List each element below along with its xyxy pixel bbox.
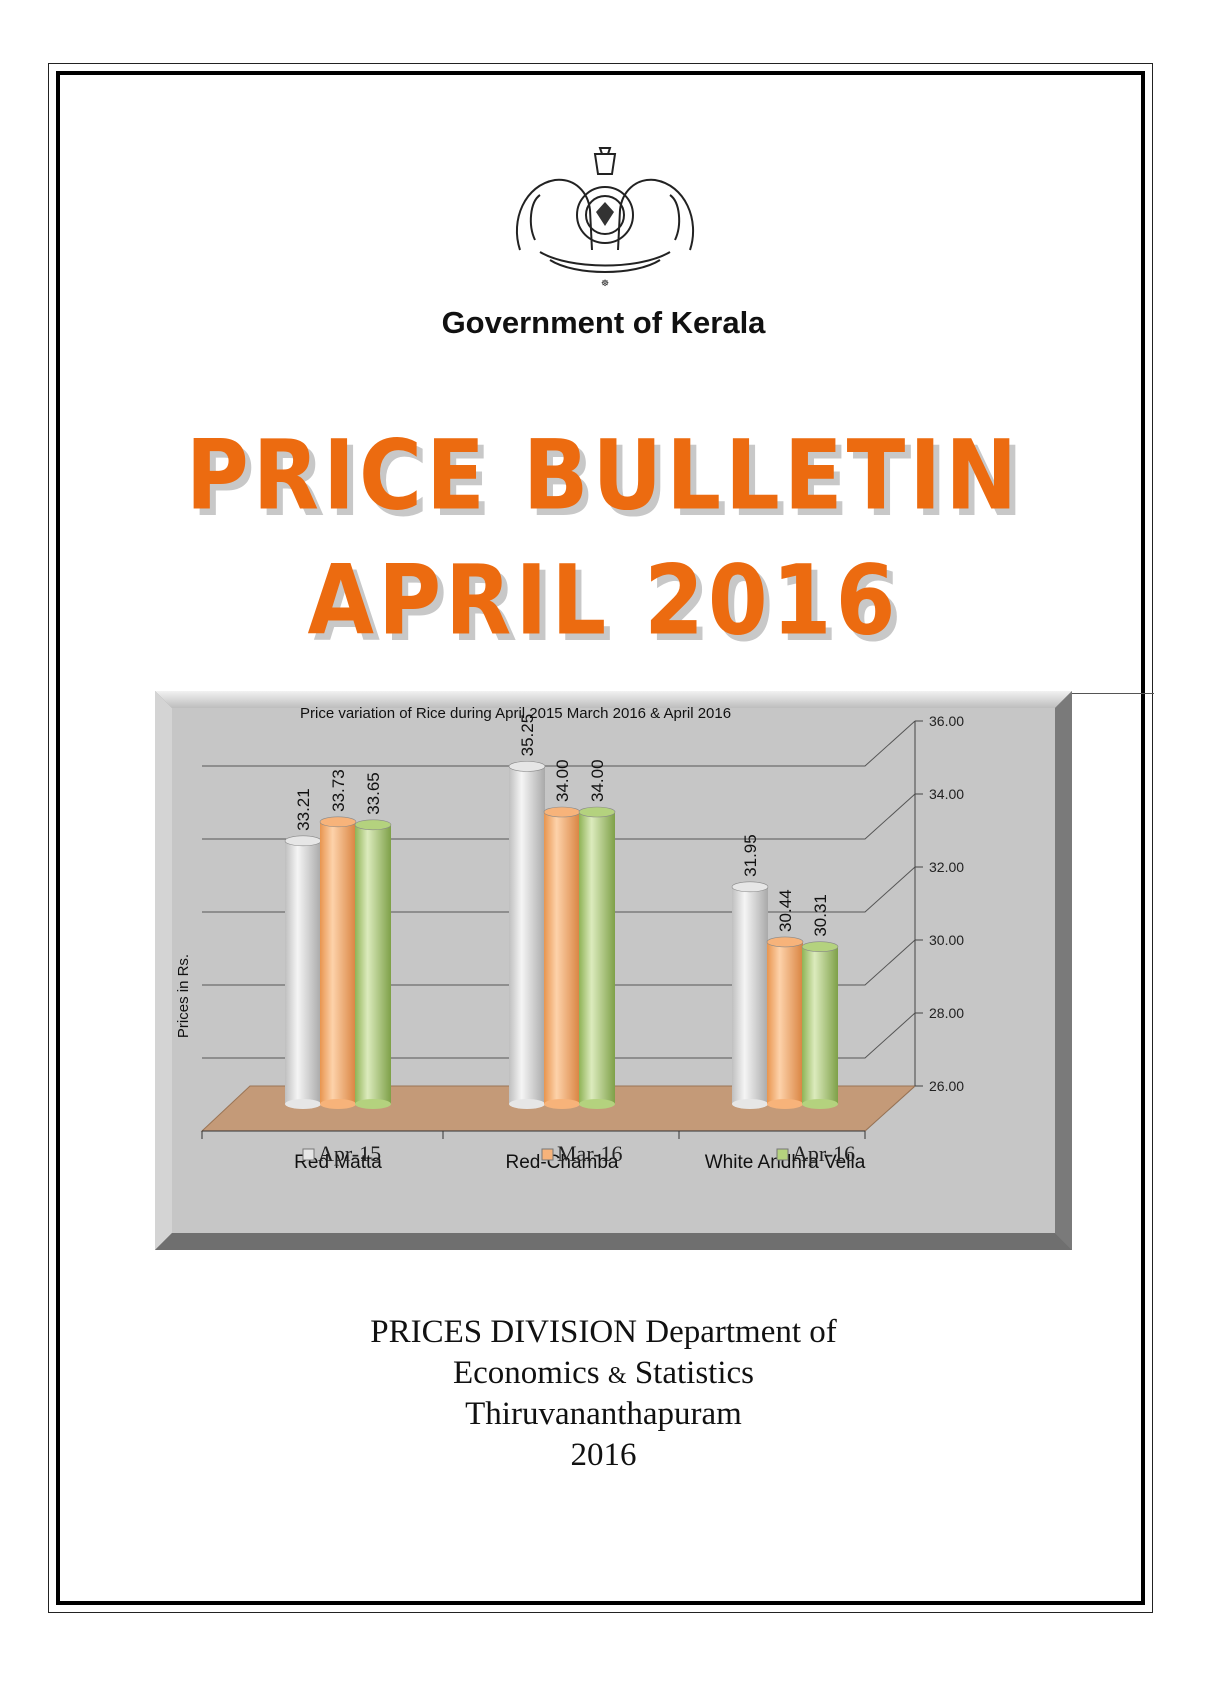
chart-y-tick-label: 34.00 [929,786,964,802]
chart-bar [285,840,321,1104]
chart-data-label: 33.73 [329,769,348,812]
chart-data-label: 33.65 [364,772,383,815]
chart-bar-base [802,1099,838,1109]
chart-gridline [202,793,916,840]
chart-y-tick-label: 30.00 [929,932,964,948]
rice-price-chart: Price variation of Rice during April 201… [155,691,1072,1250]
legend-label: Apr-15 [318,1141,381,1166]
chart-bar-base [320,1099,356,1109]
kerala-state-emblem-icon: ☸ [515,147,695,288]
chart-bar-cap [319,816,357,828]
chart-gridline [202,866,916,913]
chart-bar-cap [508,761,546,772]
chart-data-label: 33.21 [294,788,313,831]
chart-bar-cap [284,835,322,847]
chart-bar [802,946,838,1104]
chart-data-label: 31.95 [741,834,760,877]
chart-bar-base [579,1099,615,1109]
chart-bar-base [767,1099,803,1109]
footer-department: Economics & Statistics [0,1353,1207,1397]
chart-bar [579,812,615,1104]
chart-bar [509,766,545,1104]
chart-bar [355,824,391,1104]
chart-bar [732,886,768,1104]
chart-bar-cap [354,819,392,831]
footer-statistics: Statistics [634,1355,754,1391]
chart-y-tick-label: 28.00 [929,1005,964,1021]
chart-bar-base [285,1099,321,1109]
chart-gridline [202,939,916,986]
chart-bar-cap [578,806,616,818]
chart-data-label: 34.00 [588,759,607,802]
chart-bevel-left [155,691,172,1250]
chart-category-label: White Andhra Vella [705,1152,866,1173]
chart-y-tick-label: 26.00 [929,1078,964,1094]
chart-bar-base [509,1099,545,1109]
chart-data-label: 35.25 [518,714,537,757]
legend-swatch [541,1148,554,1161]
chart-y-tick-label: 32.00 [929,859,964,875]
chart-category-label: Red Matta [294,1152,382,1173]
chart-gridline [202,720,916,767]
chart-gridline [202,1012,916,1059]
chart-category-label: Red-Chamba [506,1152,619,1173]
footer-ampersand: & [607,1363,627,1389]
chart-bar-cap [731,881,769,893]
government-name: Government of Kerala [441,305,766,340]
chart-bar-cap [766,936,804,948]
chart-bevel-right [1055,691,1072,1250]
legend-label: Apr-16 [792,1141,855,1166]
chart-bevel-top [155,691,1072,708]
chart-bevel-bottom [155,1233,1072,1250]
chart-bar-base [355,1099,391,1109]
chart-bar-cap [543,806,581,818]
chart-bar [544,812,580,1104]
chart-y-axis-label: Prices in Rs. [175,954,192,1038]
chart-y-tick-label: 36.00 [929,713,964,729]
page-frame-outer [48,63,1153,1613]
chart-bar [767,941,803,1104]
legend-swatch [302,1148,315,1161]
footer-year: 2016 [570,1437,637,1473]
footer-division: PRICES DIVISION Department of [370,1314,837,1350]
chart-data-label: 30.31 [811,894,830,937]
chart-bar [320,821,356,1104]
chart-bar-base [544,1099,580,1109]
divider-line [1060,693,1154,694]
chart-bar-base [732,1099,768,1109]
bulletin-month: APRIL 2016 [307,545,900,657]
legend-swatch [776,1148,789,1161]
emblem-motto: ☸ [601,279,609,288]
legend-label: Mar-16 [557,1141,623,1166]
bulletin-title: PRICE BULLETIN [185,420,1022,532]
page-frame-inner [56,71,1145,1605]
chart-data-label: 30.44 [776,889,795,932]
chart-data-label: 34.00 [553,759,572,802]
chart-bar-cap [801,941,839,952]
footer-economics: Economics [453,1355,600,1391]
chart-title: Price variation of Rice during April 201… [300,705,731,722]
footer-city: Thiruvananthapuram [465,1396,742,1432]
